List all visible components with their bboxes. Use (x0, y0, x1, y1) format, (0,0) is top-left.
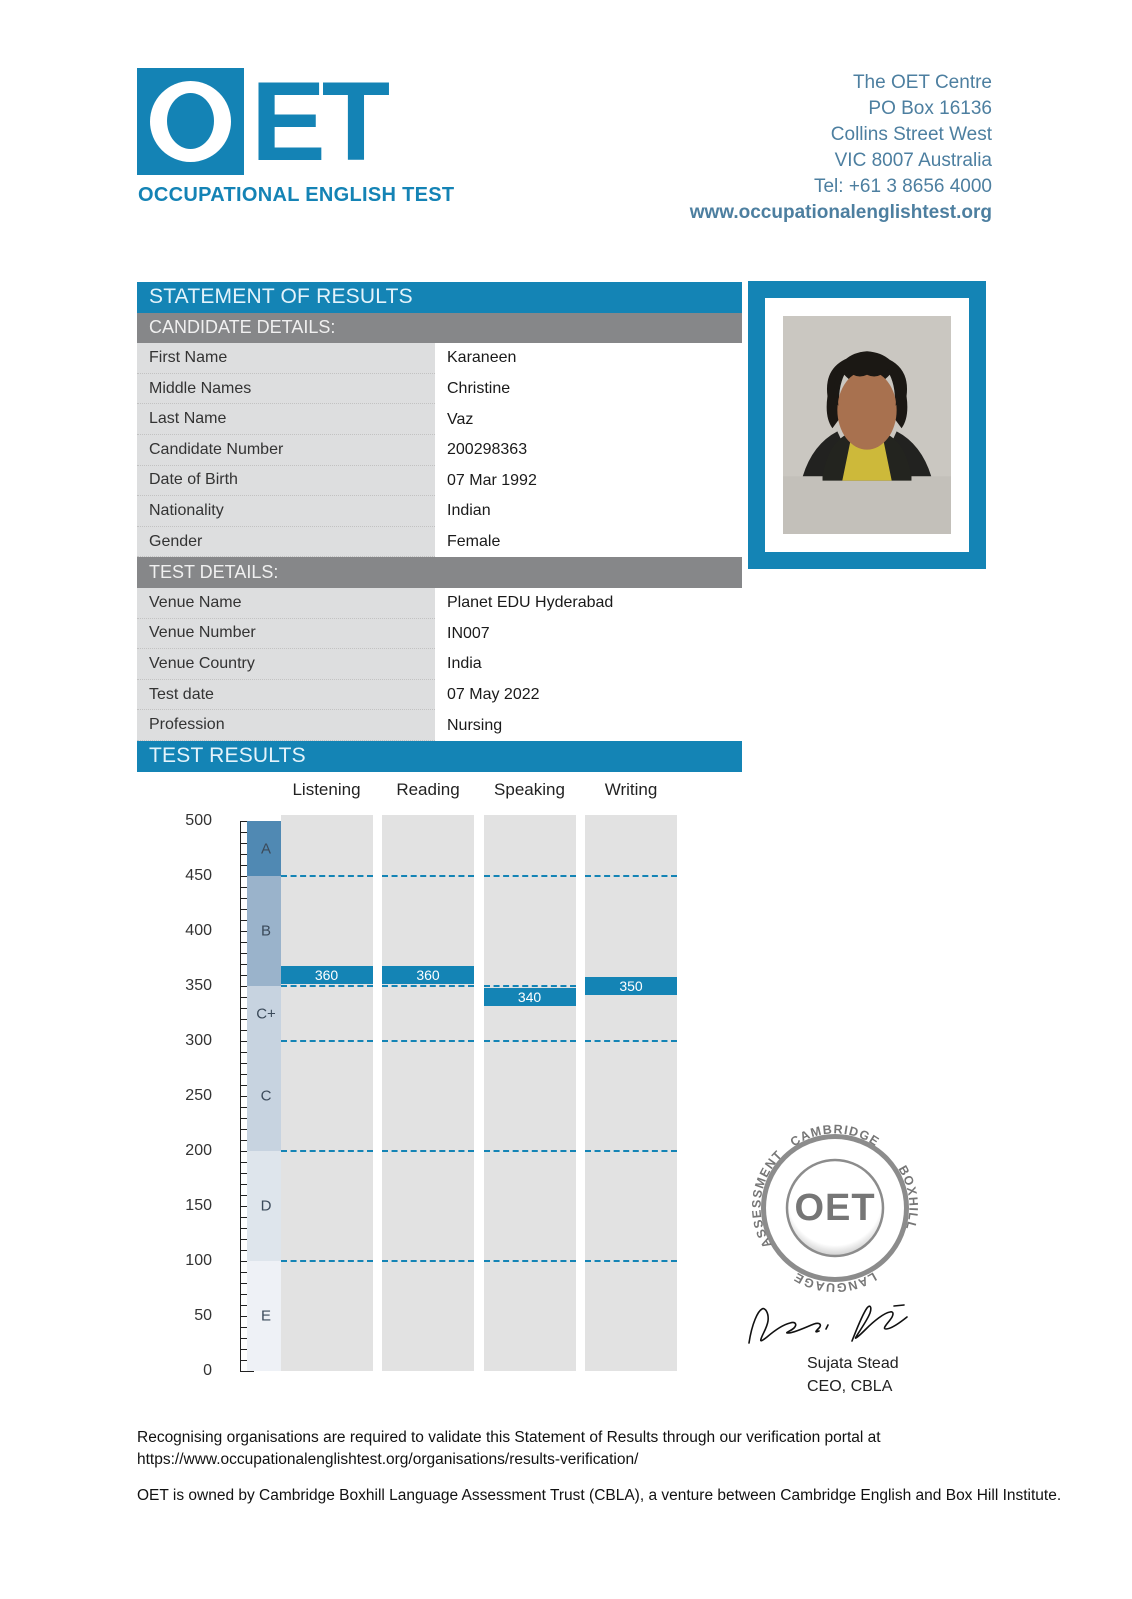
svg-text:OET: OET (794, 1187, 875, 1229)
svg-text:LANGUAGE: LANGUAGE (791, 1269, 879, 1294)
svg-text:BOXHILL: BOXHILL (895, 1163, 920, 1232)
